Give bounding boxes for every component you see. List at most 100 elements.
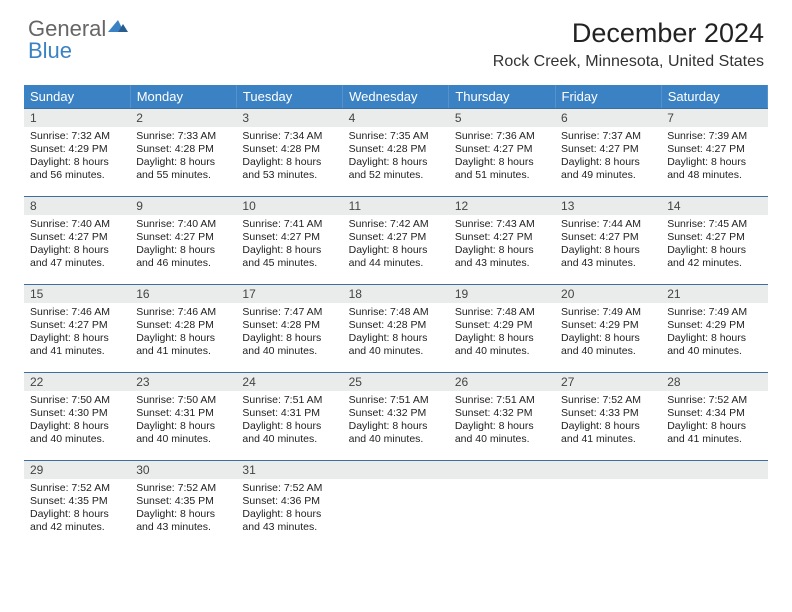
sunset-line: Sunset: 4:30 PM: [30, 407, 124, 420]
day-number: 2: [130, 108, 236, 127]
weekday-header: Saturday: [661, 85, 767, 108]
daylight-line: Daylight: 8 hours and 44 minutes.: [349, 244, 443, 270]
day-number: 27: [555, 372, 661, 391]
day-number: 21: [661, 284, 767, 303]
daylight-line: Daylight: 8 hours and 40 minutes.: [242, 420, 336, 446]
sunset-line: Sunset: 4:29 PM: [561, 319, 655, 332]
daylight-line: Daylight: 8 hours and 43 minutes.: [242, 508, 336, 534]
sunset-line: Sunset: 4:33 PM: [561, 407, 655, 420]
daylight-line: Daylight: 8 hours and 40 minutes.: [242, 332, 336, 358]
sunrise-line: Sunrise: 7:40 AM: [30, 218, 124, 231]
daylight-line: Daylight: 8 hours and 48 minutes.: [667, 156, 761, 182]
header: General Blue December 2024 Rock Creek, M…: [0, 0, 792, 75]
day-cell: 14Sunrise: 7:45 AMSunset: 4:27 PMDayligh…: [661, 196, 767, 284]
day-number: 12: [449, 196, 555, 215]
daylight-line: Daylight: 8 hours and 40 minutes.: [136, 420, 230, 446]
day-cell: 11 Sunrise: 7:42 AMSunset: 4:27 PMDayligh…: [343, 196, 449, 284]
day-number: 31: [236, 460, 342, 479]
sunrise-line: Sunrise: 7:42 AM: [349, 218, 443, 231]
day-body: Sunrise: 7:35 AMSunset: 4:28 PMDaylight:…: [343, 127, 449, 185]
daylight-line: Daylight: 8 hours and 42 minutes.: [667, 244, 761, 270]
day-number: 11: [343, 196, 449, 215]
day-body: Sunrise: 7:44 AMSunset: 4:27 PMDaylight:…: [555, 215, 661, 273]
sunrise-line: Sunrise: 7:32 AM: [30, 130, 124, 143]
day-number-blank: .: [555, 460, 661, 479]
daylight-line: Daylight: 8 hours and 40 minutes.: [349, 420, 443, 446]
day-number-blank: .: [661, 460, 767, 479]
sunset-line: Sunset: 4:28 PM: [349, 319, 443, 332]
day-body: Sunrise: 7:46 AMSunset: 4:27 PMDaylight:…: [24, 303, 130, 361]
sunset-line: Sunset: 4:27 PM: [136, 231, 230, 244]
daylight-line: Daylight: 8 hours and 42 minutes.: [30, 508, 124, 534]
weekday-header: Monday: [130, 85, 236, 108]
day-body: Sunrise: 7:51 AMSunset: 4:31 PMDaylight:…: [236, 391, 342, 449]
day-number: 15: [24, 284, 130, 303]
day-number: 13: [555, 196, 661, 215]
day-number: 7: [661, 108, 767, 127]
sunrise-line: Sunrise: 7:36 AM: [455, 130, 549, 143]
day-number: 6: [555, 108, 661, 127]
sunset-line: Sunset: 4:34 PM: [667, 407, 761, 420]
sunrise-line: Sunrise: 7:52 AM: [561, 394, 655, 407]
day-body: Sunrise: 7:48 AMSunset: 4:29 PMDaylight:…: [449, 303, 555, 361]
sunrise-line: Sunrise: 7:34 AM: [242, 130, 336, 143]
daylight-line: Daylight: 8 hours and 52 minutes.: [349, 156, 443, 182]
sunset-line: Sunset: 4:27 PM: [455, 143, 549, 156]
weekday-header: Friday: [555, 85, 661, 108]
sunrise-line: Sunrise: 7:51 AM: [242, 394, 336, 407]
sunrise-line: Sunrise: 7:52 AM: [667, 394, 761, 407]
day-cell: 5Sunrise: 7:36 AMSunset: 4:27 PMDaylight…: [449, 108, 555, 196]
day-number: 25: [343, 372, 449, 391]
daylight-line: Daylight: 8 hours and 45 minutes.: [242, 244, 336, 270]
day-cell: 30Sunrise: 7:52 AMSunset: 4:35 PMDayligh…: [130, 460, 236, 548]
daylight-line: Daylight: 8 hours and 49 minutes.: [561, 156, 655, 182]
day-number-blank: .: [343, 460, 449, 479]
day-body: Sunrise: 7:49 AMSunset: 4:29 PMDaylight:…: [555, 303, 661, 361]
daylight-line: Daylight: 8 hours and 46 minutes.: [136, 244, 230, 270]
daylight-line: Daylight: 8 hours and 51 minutes.: [455, 156, 549, 182]
daylight-line: Daylight: 8 hours and 47 minutes.: [30, 244, 124, 270]
day-body: Sunrise: 7:52 AMSunset: 4:36 PMDaylight:…: [236, 479, 342, 537]
sunrise-line: Sunrise: 7:50 AM: [136, 394, 230, 407]
sunset-line: Sunset: 4:27 PM: [30, 231, 124, 244]
daylight-line: Daylight: 8 hours and 40 minutes.: [349, 332, 443, 358]
daylight-line: Daylight: 8 hours and 40 minutes.: [455, 332, 549, 358]
day-body: Sunrise: 7:36 AMSunset: 4:27 PMDaylight:…: [449, 127, 555, 185]
sunset-line: Sunset: 4:29 PM: [667, 319, 761, 332]
logo: General Blue: [28, 18, 128, 62]
sunrise-line: Sunrise: 7:33 AM: [136, 130, 230, 143]
day-number: 26: [449, 372, 555, 391]
day-body: Sunrise: 7:46 AMSunset: 4:28 PMDaylight:…: [130, 303, 236, 361]
page-title: December 2024: [493, 18, 764, 49]
calendar-row: 29Sunrise: 7:52 AMSunset: 4:35 PMDayligh…: [24, 460, 768, 548]
day-number: 10: [236, 196, 342, 215]
day-number: 9: [130, 196, 236, 215]
sunrise-line: Sunrise: 7:49 AM: [667, 306, 761, 319]
logo-part2: Blue: [28, 38, 72, 63]
day-cell: 1Sunrise: 7:32 AMSunset: 4:29 PMDaylight…: [24, 108, 130, 196]
daylight-line: Daylight: 8 hours and 40 minutes.: [455, 420, 549, 446]
calendar-row: 15Sunrise: 7:46 AMSunset: 4:27 PMDayligh…: [24, 284, 768, 372]
weekday-header: Sunday: [24, 85, 130, 108]
day-cell: 31Sunrise: 7:52 AMSunset: 4:36 PMDayligh…: [236, 460, 342, 548]
sunrise-line: Sunrise: 7:41 AM: [242, 218, 336, 231]
daylight-line: Daylight: 8 hours and 40 minutes.: [561, 332, 655, 358]
empty-day-cell: .: [343, 460, 449, 548]
sunrise-line: Sunrise: 7:52 AM: [30, 482, 124, 495]
sunset-line: Sunset: 4:27 PM: [349, 231, 443, 244]
sunrise-line: Sunrise: 7:46 AM: [136, 306, 230, 319]
day-body: Sunrise: 7:51 AMSunset: 4:32 PMDaylight:…: [343, 391, 449, 449]
sunset-line: Sunset: 4:28 PM: [242, 319, 336, 332]
day-cell: 6Sunrise: 7:37 AMSunset: 4:27 PMDaylight…: [555, 108, 661, 196]
day-number: 18: [343, 284, 449, 303]
day-number: 19: [449, 284, 555, 303]
day-cell: 27Sunrise: 7:52 AMSunset: 4:33 PMDayligh…: [555, 372, 661, 460]
calendar-row: 8Sunrise: 7:40 AMSunset: 4:27 PMDaylight…: [24, 196, 768, 284]
day-cell: 10Sunrise: 7:41 AMSunset: 4:27 PMDayligh…: [236, 196, 342, 284]
sunrise-line: Sunrise: 7:50 AM: [30, 394, 124, 407]
day-body: Sunrise: 7:37 AMSunset: 4:27 PMDaylight:…: [555, 127, 661, 185]
day-number: 29: [24, 460, 130, 479]
day-cell: 2Sunrise: 7:33 AMSunset: 4:28 PMDaylight…: [130, 108, 236, 196]
weekday-header: Thursday: [449, 85, 555, 108]
sunset-line: Sunset: 4:31 PM: [242, 407, 336, 420]
